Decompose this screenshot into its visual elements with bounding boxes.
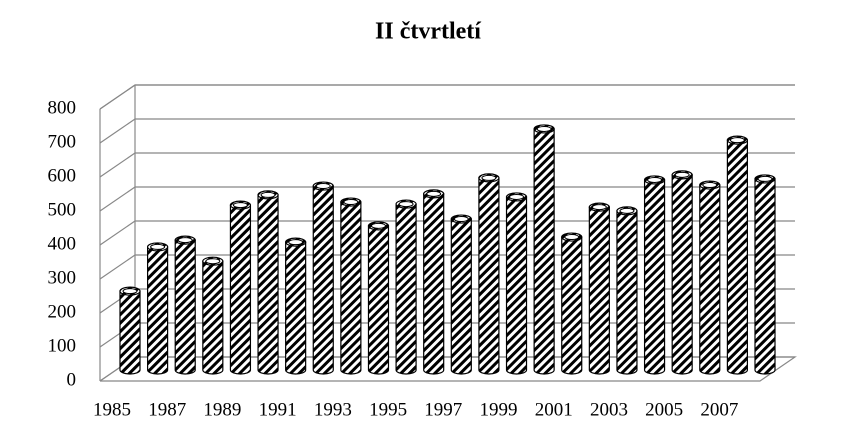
bar-top-inner xyxy=(509,193,525,200)
bar xyxy=(423,193,445,375)
grid-line xyxy=(99,118,136,144)
grid-line xyxy=(99,152,136,178)
y-tick-label: 0 xyxy=(67,369,77,390)
bar xyxy=(395,203,417,375)
x-tick-label: 1985 xyxy=(93,399,131,420)
bar xyxy=(561,236,583,375)
y-tick-label: 600 xyxy=(48,165,77,186)
grid-line xyxy=(99,254,136,280)
bar-top-inner xyxy=(619,207,635,214)
bar xyxy=(174,239,196,375)
y-tick-label: 500 xyxy=(48,199,77,220)
x-tick-label: 2003 xyxy=(590,399,628,420)
x-tick-label: 1991 xyxy=(259,399,297,420)
x-tick-label: 1995 xyxy=(369,399,407,420)
bar-top-inner xyxy=(398,201,414,208)
bar-top-inner xyxy=(647,176,663,183)
bar xyxy=(285,241,307,375)
bar xyxy=(257,194,279,375)
x-tick-label: 2001 xyxy=(535,399,573,420)
bar-top-inner xyxy=(288,239,304,246)
bar-top-inner xyxy=(205,258,221,265)
grid-line xyxy=(99,186,136,212)
y-tick-label: 100 xyxy=(48,335,77,356)
bar xyxy=(754,178,776,375)
bar-top-inner xyxy=(370,222,386,229)
x-tick-label: 1993 xyxy=(314,399,352,420)
bar-top-inner xyxy=(453,216,469,223)
bar xyxy=(147,246,169,375)
bar xyxy=(229,204,252,375)
bar xyxy=(119,290,141,375)
bar-top-inner xyxy=(729,137,745,144)
bar xyxy=(367,225,390,375)
x-tick-label: 2005 xyxy=(645,399,683,420)
bar xyxy=(588,206,610,375)
bar-top-inner xyxy=(591,204,607,211)
bar xyxy=(643,179,666,375)
bar-top-inner xyxy=(426,190,442,197)
bar-top-inner xyxy=(674,171,690,178)
bar-top-inner xyxy=(315,183,331,190)
x-tick-label: 2007 xyxy=(700,399,738,420)
x-tick-label: 1987 xyxy=(148,399,186,420)
bar-top-inner xyxy=(343,199,359,206)
x-tick-label: 1997 xyxy=(424,399,462,420)
x-tick-label: 1989 xyxy=(203,399,241,420)
x-tick-label: 1999 xyxy=(480,399,518,420)
bar-top-inner xyxy=(260,191,276,198)
chart-title: II čtvrtletí xyxy=(375,19,481,45)
bar xyxy=(312,185,334,375)
bar xyxy=(202,260,224,375)
bar-top-inner xyxy=(757,175,773,182)
bar-top-inner xyxy=(536,125,552,132)
bar xyxy=(450,218,472,375)
bar-top-inner xyxy=(177,237,193,244)
bar xyxy=(726,139,748,375)
bar xyxy=(340,201,362,375)
bar-top-inner xyxy=(150,243,166,250)
y-tick-label: 800 xyxy=(48,97,77,118)
bar-top-inner xyxy=(702,182,718,189)
bar xyxy=(533,128,555,375)
bar xyxy=(478,177,500,375)
y-tick-label: 400 xyxy=(48,233,77,254)
bar-top-inner xyxy=(232,202,248,209)
bar xyxy=(616,210,638,375)
y-tick-label: 300 xyxy=(48,267,77,288)
grid-line xyxy=(99,220,136,246)
bar xyxy=(505,196,528,375)
grid-line xyxy=(99,84,136,110)
bar-top-inner xyxy=(564,234,580,241)
bar xyxy=(671,174,693,375)
bar-top-inner xyxy=(122,288,138,295)
y-tick-label: 200 xyxy=(48,301,77,322)
y-tick-label: 700 xyxy=(48,131,77,152)
bar-top-inner xyxy=(481,174,497,181)
bar xyxy=(699,184,721,375)
